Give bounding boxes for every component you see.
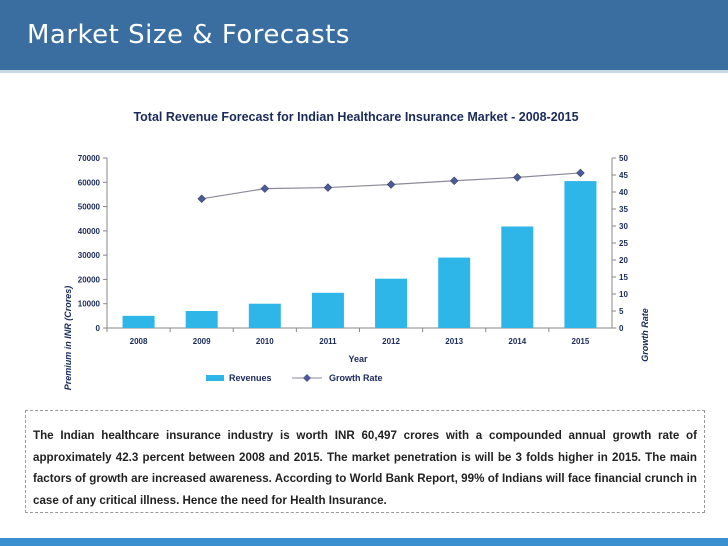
x-tick-label: 2010 bbox=[256, 337, 274, 346]
bar-2011 bbox=[311, 292, 344, 328]
slide-title: Market Size & Forecasts bbox=[27, 20, 350, 50]
y2-tick-label: 45 bbox=[619, 171, 628, 180]
legend-label-revenues: Revenues bbox=[229, 373, 272, 383]
x-tick-label: 2013 bbox=[445, 337, 463, 346]
chart-legend: Revenues Growth Rate bbox=[206, 373, 383, 383]
y2-axis-label: Growth Rate bbox=[640, 308, 650, 362]
y2-tick-label: 50 bbox=[619, 154, 628, 163]
bar-2010 bbox=[248, 303, 281, 328]
y-tick-label: 0 bbox=[96, 324, 101, 333]
x-tick-label: 2009 bbox=[193, 337, 211, 346]
y2-tick-label: 25 bbox=[619, 239, 628, 248]
y-tick-label: 60000 bbox=[78, 178, 101, 187]
bar-series bbox=[122, 181, 597, 328]
description-box: The Indian healthcare insurance industry… bbox=[25, 410, 705, 513]
header-divider bbox=[0, 70, 728, 73]
y-tick-label: 10000 bbox=[78, 300, 101, 309]
legend-marker-growth bbox=[303, 374, 311, 382]
x-tick-label: 2008 bbox=[130, 337, 148, 346]
y-tick-label: 70000 bbox=[78, 154, 101, 163]
growth-point-2012 bbox=[386, 180, 396, 189]
growth-point-2011 bbox=[323, 183, 333, 192]
revenue-growth-chart: Total Revenue Forecast for Indian Health… bbox=[63, 110, 650, 391]
growth-point-2010 bbox=[260, 184, 270, 193]
growth-point-2009 bbox=[197, 194, 207, 204]
footer-bar bbox=[0, 538, 728, 546]
y2-tick-label: 35 bbox=[619, 205, 628, 214]
x-axis-label: Year bbox=[348, 354, 368, 364]
y-tick-label: 20000 bbox=[78, 275, 101, 284]
growth-point-2014 bbox=[512, 173, 522, 182]
y2-tick-label: 5 bbox=[619, 307, 624, 316]
y2-tick-label: 0 bbox=[619, 324, 624, 333]
x-tick-label: 2014 bbox=[508, 337, 526, 346]
y2-tick-label: 15 bbox=[619, 273, 628, 282]
bar-2015 bbox=[564, 181, 597, 328]
bar-2009 bbox=[185, 311, 218, 328]
bar-2014 bbox=[501, 226, 534, 328]
legend-swatch-revenues bbox=[206, 375, 224, 381]
growth-point-2013 bbox=[449, 176, 459, 186]
description-text: The Indian healthcare insurance industry… bbox=[33, 429, 697, 507]
y-tick-label: 50000 bbox=[78, 203, 101, 212]
bar-2013 bbox=[438, 257, 471, 328]
y2-tick-label: 20 bbox=[619, 256, 628, 265]
x-tick-label: 2011 bbox=[319, 337, 337, 346]
bar-2008 bbox=[122, 315, 155, 328]
chart-title: Total Revenue Forecast for Indian Health… bbox=[133, 110, 578, 124]
x-tick-label: 2015 bbox=[572, 337, 590, 346]
y-axis-label: Premium in INR (Crores) bbox=[63, 286, 73, 391]
bar-2012 bbox=[375, 278, 408, 328]
y-tick-label: 30000 bbox=[78, 251, 101, 260]
line-series bbox=[197, 168, 585, 204]
legend-label-growth: Growth Rate bbox=[329, 373, 383, 383]
y2-tick-label: 10 bbox=[619, 290, 628, 299]
slide-header: Market Size & Forecasts bbox=[0, 0, 728, 70]
x-tick-label: 2012 bbox=[382, 337, 400, 346]
y2-tick-label: 30 bbox=[619, 222, 628, 231]
growth-point-2015 bbox=[576, 168, 585, 178]
chart-axes: 0 10000 20000 30000 40000 50000 60000 70000 0 5 10… bbox=[78, 154, 629, 346]
y2-tick-label: 40 bbox=[619, 188, 628, 197]
y-tick-label: 40000 bbox=[78, 227, 101, 236]
